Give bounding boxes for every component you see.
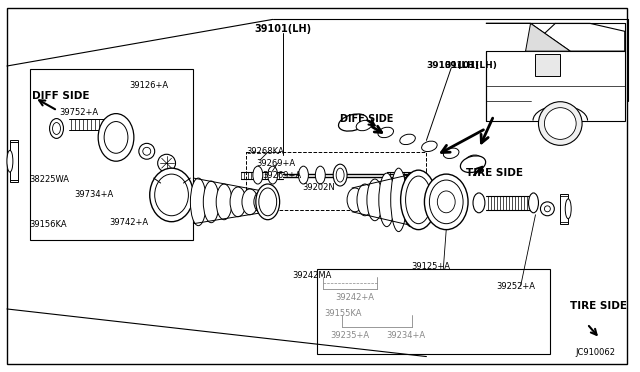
Ellipse shape: [390, 168, 406, 232]
Text: 39101(LH): 39101(LH): [254, 24, 311, 34]
Ellipse shape: [336, 168, 344, 182]
Ellipse shape: [339, 114, 367, 131]
Bar: [10, 140, 18, 182]
Text: 39101(LH): 39101(LH): [444, 61, 497, 70]
Ellipse shape: [406, 176, 431, 224]
Ellipse shape: [347, 188, 363, 212]
Text: 38225WA: 38225WA: [29, 175, 70, 184]
Ellipse shape: [565, 199, 571, 219]
Ellipse shape: [424, 174, 468, 230]
Text: 39202N: 39202N: [303, 183, 335, 192]
Ellipse shape: [538, 102, 582, 145]
Ellipse shape: [422, 141, 437, 151]
Ellipse shape: [316, 166, 325, 184]
Ellipse shape: [157, 154, 175, 172]
Text: TIRE SIDE: TIRE SIDE: [466, 168, 523, 178]
Ellipse shape: [400, 134, 415, 145]
Ellipse shape: [540, 202, 554, 216]
Polygon shape: [486, 23, 625, 51]
Text: 39742+A: 39742+A: [109, 218, 148, 227]
Text: 39242MA: 39242MA: [292, 271, 332, 280]
Polygon shape: [525, 23, 570, 51]
Text: 39101(LH): 39101(LH): [426, 61, 479, 70]
Text: 39734+A: 39734+A: [74, 190, 114, 199]
Text: DIFF SIDE: DIFF SIDE: [32, 91, 89, 101]
Ellipse shape: [155, 174, 188, 216]
Text: DIFF SIDE: DIFF SIDE: [340, 113, 394, 124]
Ellipse shape: [7, 150, 13, 172]
Ellipse shape: [268, 166, 278, 184]
Text: 39235+A: 39235+A: [330, 331, 369, 340]
Text: JC910062: JC910062: [575, 347, 615, 357]
Text: 39269+A: 39269+A: [256, 159, 295, 168]
Ellipse shape: [333, 164, 347, 186]
Ellipse shape: [190, 178, 206, 226]
Ellipse shape: [529, 193, 538, 213]
Ellipse shape: [216, 184, 232, 220]
Ellipse shape: [367, 179, 383, 221]
Ellipse shape: [356, 120, 372, 131]
Ellipse shape: [298, 166, 308, 184]
Text: 39242+A: 39242+A: [335, 293, 374, 302]
Ellipse shape: [378, 127, 394, 138]
Ellipse shape: [437, 191, 455, 213]
Polygon shape: [486, 51, 625, 121]
Text: 39234+A: 39234+A: [387, 331, 426, 340]
Ellipse shape: [429, 180, 463, 224]
Text: TIRE SIDE: TIRE SIDE: [570, 301, 627, 311]
Polygon shape: [536, 54, 560, 76]
Ellipse shape: [465, 155, 481, 166]
Text: 39156KA: 39156KA: [29, 220, 67, 229]
Polygon shape: [246, 152, 426, 210]
Text: 39155KA: 39155KA: [324, 309, 362, 318]
Ellipse shape: [259, 188, 276, 216]
Ellipse shape: [150, 168, 193, 222]
Ellipse shape: [52, 122, 61, 134]
Text: 39269+A: 39269+A: [263, 171, 302, 180]
Ellipse shape: [379, 173, 395, 227]
Text: 39252+A: 39252+A: [496, 282, 535, 291]
Ellipse shape: [357, 184, 373, 216]
Text: 39125+A: 39125+A: [412, 262, 451, 271]
Ellipse shape: [401, 170, 436, 230]
Ellipse shape: [545, 108, 576, 140]
Bar: [486, 91, 506, 109]
Ellipse shape: [49, 119, 63, 138]
Ellipse shape: [403, 173, 419, 227]
Ellipse shape: [444, 148, 459, 158]
Bar: [560, 194, 568, 224]
Ellipse shape: [242, 189, 258, 215]
Text: 39268KA: 39268KA: [246, 147, 284, 156]
Ellipse shape: [230, 187, 246, 217]
Ellipse shape: [256, 184, 280, 220]
Ellipse shape: [473, 193, 485, 213]
Text: 39126+A: 39126+A: [129, 81, 168, 90]
Ellipse shape: [460, 156, 486, 173]
Ellipse shape: [139, 143, 155, 159]
Ellipse shape: [98, 113, 134, 161]
Polygon shape: [317, 269, 550, 354]
Ellipse shape: [204, 181, 219, 223]
Polygon shape: [29, 69, 193, 240]
Ellipse shape: [254, 191, 269, 213]
Ellipse shape: [253, 166, 263, 184]
Ellipse shape: [104, 122, 128, 153]
Ellipse shape: [545, 206, 550, 212]
Ellipse shape: [143, 147, 151, 155]
Text: 39752+A: 39752+A: [60, 108, 99, 117]
